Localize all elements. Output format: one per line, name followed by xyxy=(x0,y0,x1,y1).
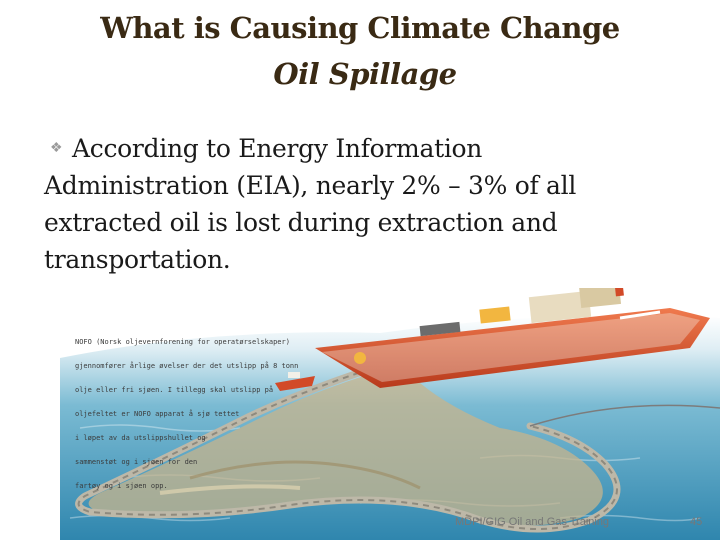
page-number: 45 xyxy=(690,516,703,528)
footer-text: MDPI/GIG Oil and Gas Training xyxy=(455,516,610,528)
caption-line: i løpet av da utslippshullet og xyxy=(75,434,206,442)
caption-line: olje eller fri sjøen. I tillegg skal uts… xyxy=(75,386,274,394)
bullet-first-line: According to Energy Information xyxy=(72,134,483,163)
slide-subtitle: Oil Spillage xyxy=(273,57,457,91)
containment-boom xyxy=(75,362,621,533)
small-boat xyxy=(275,372,315,391)
bullet-item: ❖ According to Energy Information Admini… xyxy=(44,130,670,278)
bullet-text: According to Energy Information Administ… xyxy=(44,130,670,278)
caption-line: NOFO (Norsk oljevernforening for operatø… xyxy=(75,338,290,346)
caption-line: sammenstøt og i sjøen for den xyxy=(75,458,198,466)
caption-line: oljefeltet er NOFO apparat å sjø tettet xyxy=(75,410,240,418)
caption-line: gjennomfører årlige øvelser der det utsl… xyxy=(75,362,299,370)
ship xyxy=(315,277,710,388)
slide-title: What is Causing Climate Change xyxy=(100,11,620,45)
caption-line: fartøy og i sjøen opp. xyxy=(75,482,168,490)
illustration-caption: NOFO (Norsk oljevernforening for operatø… xyxy=(75,322,365,506)
oil-spill-illustration xyxy=(60,277,720,540)
bullet-rest: Administration (EIA), nearly 2% – 3% of … xyxy=(44,171,577,274)
bullet-icon: ❖ xyxy=(50,140,63,156)
oil-spill-illustration-svg xyxy=(60,277,720,540)
